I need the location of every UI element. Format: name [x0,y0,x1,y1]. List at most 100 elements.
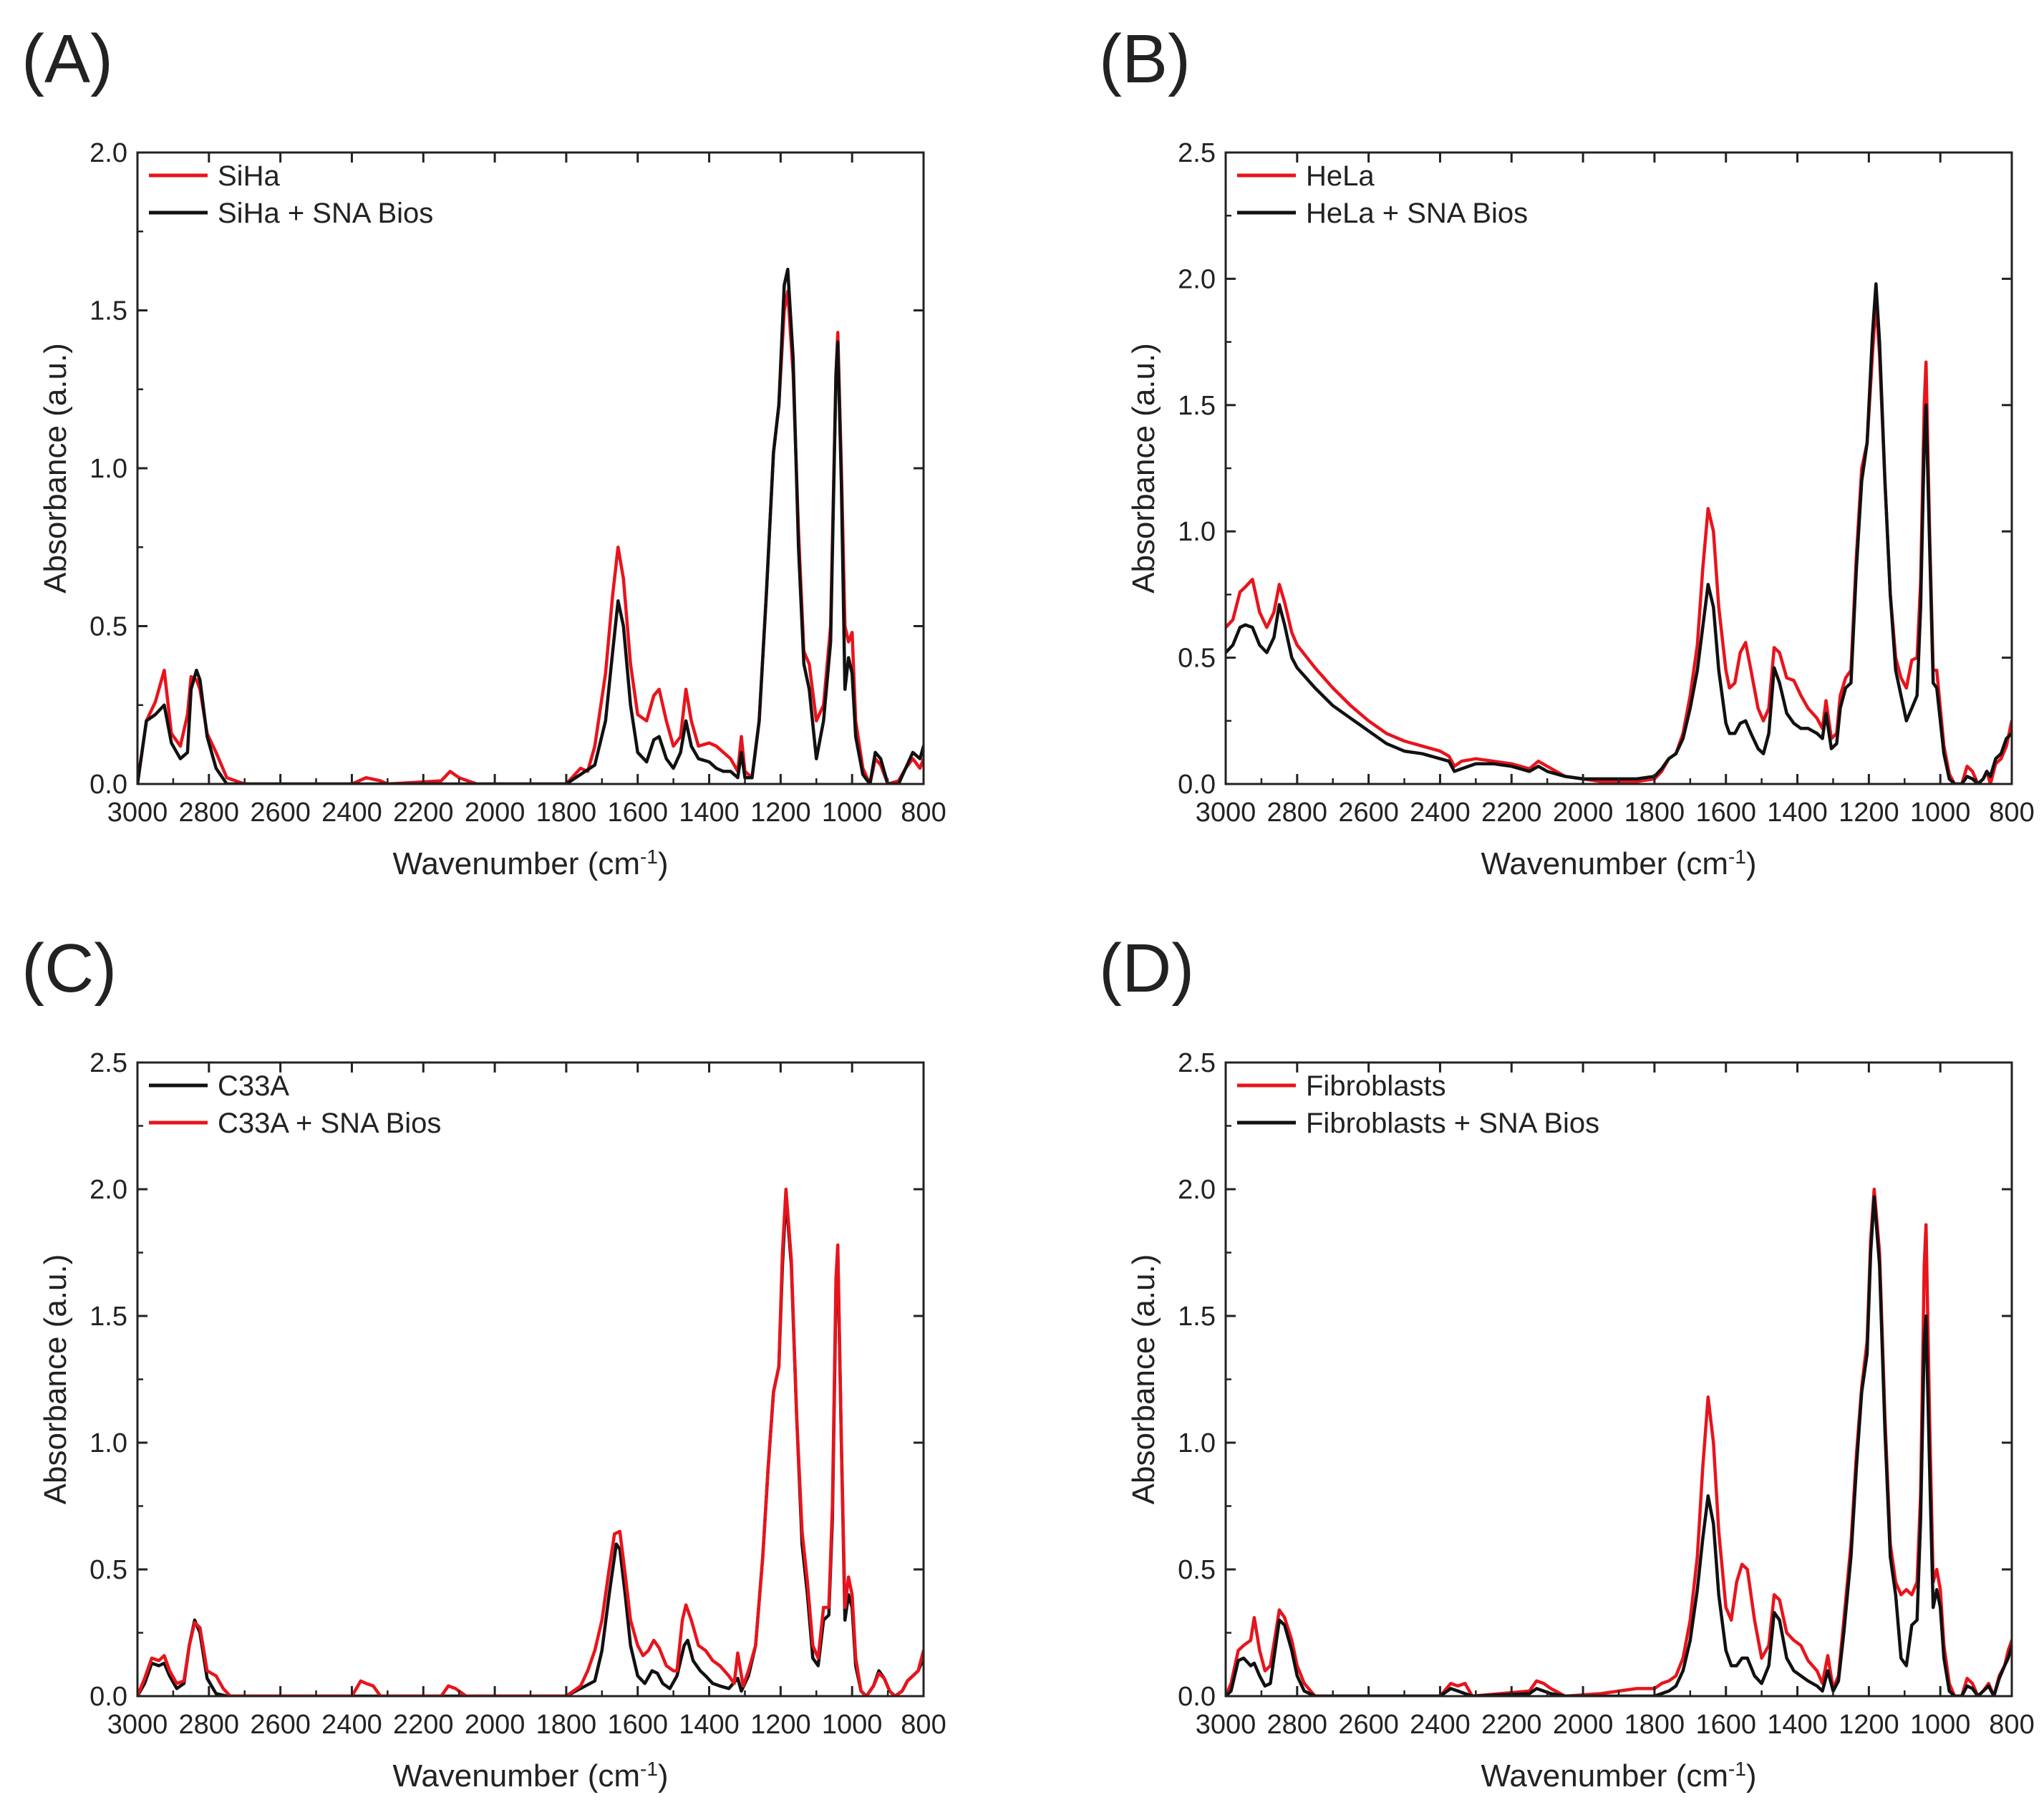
y-axis-title: Absorbance (a.u.) [38,1254,73,1505]
y-tick-label: 2.5 [1178,1048,1216,1078]
legend: C33A C33A + SNA Bios [149,1070,441,1139]
panel-label: (C) [21,930,117,1007]
legend: SiHa SiHa + SNA Bios [149,160,433,229]
legend-label-1: SiHa [218,160,280,192]
x-tick-label: 1200 [1839,798,1899,828]
y-tick-label: 0.0 [89,1682,127,1712]
x-tick-label: 2000 [1553,1710,1614,1740]
x-tick-label: 2200 [1481,798,1542,828]
chart-panel-b: (B) 3000 2800 2600 2400 2200 2000 1800 1600 1400 1… [1099,21,2035,881]
x-tick-label: 800 [1989,798,2034,828]
y-tick-label: 2.0 [89,138,127,168]
x-tick-label: 2200 [393,798,454,828]
x-tick-label: 1800 [536,1710,597,1740]
y-tick-label: 1.0 [1178,1428,1216,1458]
x-axis-title-main: Wavenumber (cm [1481,846,1728,881]
x-tick-label: 1400 [679,1710,740,1740]
x-tick-label: 2400 [1410,798,1471,828]
y-tick-label: 2.5 [1178,138,1216,168]
x-tick-label: 2000 [465,1710,525,1740]
plot-frame [136,1061,925,1698]
x-tick-label: 1800 [1624,798,1685,828]
x-tick-label: 2800 [1267,1710,1328,1740]
x-tick-label: 1800 [1624,1710,1685,1740]
y-axis-title: Absorbance (a.u.) [38,343,73,594]
x-tick-label: 1600 [607,798,668,828]
y-axis-title: Absorbance (a.u.) [1126,343,1161,594]
chart-panel-c: (C) 3000 2800 2600 2400 2200 2000 1800 1600 1400 1… [21,930,946,1794]
x-tick-label: 2200 [393,1710,454,1740]
legend-label-2: Fibroblasts + SNA Bios [1306,1108,1599,1139]
x-tick-label: 2200 [1481,1710,1542,1740]
chart-panel-a: (A) 3000 2800 2600 2400 2200 2000 1800 1600 1400 1… [21,21,946,881]
x-tick-label: 2000 [1553,798,1614,828]
x-tick-label: 2600 [250,798,311,828]
series-line-2 [137,1187,924,1696]
panel-label: (B) [1099,21,1191,97]
x-tick-label: 2600 [1338,1710,1399,1740]
x-tick-label: 3000 [1196,1710,1256,1740]
y-tick-label: 1.5 [89,296,127,326]
x-axis-title-suffix: ) [658,846,669,881]
legend-label-2: C33A + SNA Bios [218,1108,441,1139]
panel-label: (D) [1099,930,1194,1007]
series-line-1 [137,289,924,784]
x-tick-label: 3000 [107,798,168,828]
y-tick-label: 1.5 [89,1302,127,1332]
x-tick-label: 2800 [1267,798,1328,828]
y-tick-label: 1.5 [1178,1302,1216,1332]
x-tick-label: 2600 [250,1710,311,1740]
x-axis-title-main: Wavenumber (cm [392,846,640,881]
plot-frame [1224,1061,2013,1698]
x-axis-title: Wavenumber (cm-1) [1481,1758,1756,1794]
legend-label-1: HeLa [1306,160,1375,192]
x-axis-title-suffix: ) [1746,1758,1757,1794]
series-line-2 [1226,1195,2012,1696]
x-tick-label: 1000 [822,798,883,828]
legend-label-1: C33A [218,1070,289,1102]
x-tick-label: 1400 [679,798,740,828]
x-tick-label: 3000 [107,1710,168,1740]
y-tick-label: 1.5 [1178,391,1216,421]
x-tick-label: 1000 [822,1710,883,1740]
panel-label: (A) [21,21,113,97]
chart-panel-d: (D) 3000 2800 2600 2400 2200 2000 1800 1600 1400 1… [1099,930,2035,1794]
x-tick-label: 2400 [1410,1710,1471,1740]
y-tick-label: 1.0 [89,1428,127,1458]
y-tick-label: 2.0 [1178,1175,1216,1205]
x-axis-title-main: Wavenumber (cm [392,1758,640,1794]
plot-frame [136,151,925,785]
x-axis-title-main: Wavenumber (cm [1481,1758,1728,1794]
x-axis-title-superscript: -1 [640,846,658,868]
x-tick-label: 1200 [750,1710,811,1740]
x-axis-title-superscript: -1 [1728,1758,1746,1780]
series-line-1 [137,1195,924,1696]
y-tick-label: 0.5 [1178,644,1216,674]
x-tick-label: 1600 [1695,1710,1756,1740]
x-tick-label: 1600 [607,1710,668,1740]
y-tick-label: 2.5 [89,1048,127,1078]
x-axis-title: Wavenumber (cm-1) [1481,846,1756,882]
legend-label-1: Fibroblasts [1306,1070,1446,1102]
x-tick-label: 1000 [1910,1710,1971,1740]
x-tick-label: 3000 [1196,798,1256,828]
x-axis-title-suffix: ) [1746,846,1757,881]
x-tick-label: 1800 [536,798,597,828]
x-axis-title: Wavenumber (cm-1) [392,1758,668,1794]
y-tick-label: 2.0 [1178,264,1216,294]
x-tick-label: 1000 [1910,798,1971,828]
y-tick-label: 0.5 [89,612,127,642]
x-tick-label: 800 [1989,1710,2034,1740]
x-tick-label: 800 [901,1710,946,1740]
y-tick-label: 1.0 [1178,517,1216,547]
series-line-2 [1226,282,2012,784]
y-tick-label: 0.5 [1178,1555,1216,1585]
x-tick-label: 2400 [321,798,382,828]
x-tick-label: 1400 [1767,798,1828,828]
y-tick-label: 0.0 [1178,770,1216,800]
x-axis-title: Wavenumber (cm-1) [392,846,668,882]
x-axis-title-superscript: -1 [1728,846,1746,868]
x-tick-label: 2800 [179,798,240,828]
x-tick-label: 2400 [321,1710,382,1740]
